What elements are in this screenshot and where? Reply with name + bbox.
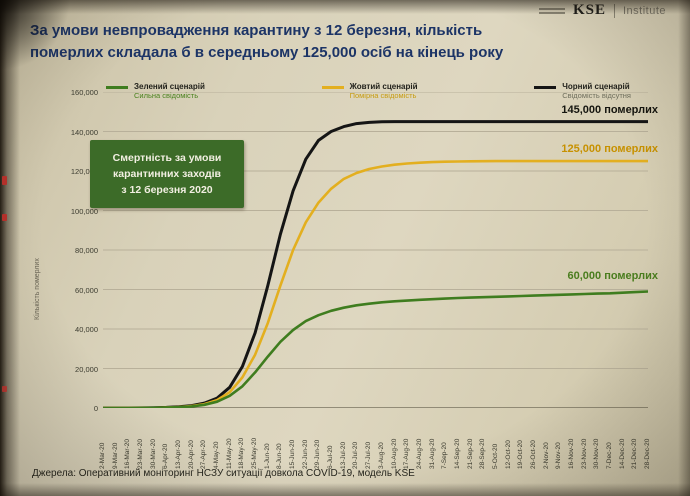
legend-label: Чорний сценарій bbox=[562, 82, 630, 91]
x-tick-label: 10-Aug-20 bbox=[390, 438, 398, 469]
x-tick-label: 6-Jul-20 bbox=[327, 445, 335, 469]
x-tick-label: 27-Apr-20 bbox=[200, 440, 208, 469]
y-tick-label: 0 bbox=[93, 404, 98, 413]
partner-logo bbox=[538, 7, 565, 14]
x-tick-label: 11-May-20 bbox=[225, 438, 233, 469]
x-tick-label: 15-Jun-20 bbox=[289, 439, 297, 469]
chart-legend: Зелений сценарій Сильна свідомість Жовти… bbox=[106, 82, 631, 100]
x-tick-label: 23-Nov-20 bbox=[580, 438, 588, 469]
source-note: Джерела: Оперативний моніторинг НСЗУ сит… bbox=[32, 468, 415, 479]
y-tick-label: 20,000 bbox=[75, 364, 98, 374]
series-end-label-green: 60,000 померлих bbox=[567, 270, 659, 282]
x-tick-label: 28-Dec-20 bbox=[644, 438, 651, 469]
x-tick-label: 24-Aug-20 bbox=[415, 438, 423, 469]
x-tick-label: 6-Apr-20 bbox=[162, 443, 170, 469]
legend-line-swatch-black bbox=[534, 86, 557, 89]
quarantine-annotation: Смертність за умови карантинних заходів … bbox=[90, 140, 244, 208]
legend-sublabel: Свідомість відсутня bbox=[562, 91, 631, 100]
x-tick-label: 23-Mar-20 bbox=[137, 439, 145, 469]
x-tick-label: 3-Aug-20 bbox=[377, 442, 385, 469]
series-end-label-black: 145,000 померлих bbox=[561, 104, 658, 116]
legend-item-black-scenario: Чорний сценарій Свідомість відсутня bbox=[534, 82, 631, 100]
x-tick-label: 14-Sep-20 bbox=[453, 438, 461, 469]
x-tick-label: 2-Mar-20 bbox=[99, 442, 106, 469]
x-tick-label: 25-May-20 bbox=[251, 437, 259, 469]
slide-title-line2: померлих складала б в середньому 125,000… bbox=[30, 44, 504, 61]
legend-sublabel: Сильна свідомість bbox=[134, 91, 199, 100]
x-tick-label: 14-Dec-20 bbox=[618, 438, 626, 469]
kse-institute-label: Institute bbox=[622, 4, 666, 17]
x-tick-label: 12-Oct-20 bbox=[504, 440, 512, 469]
header-logos: KSE Institute bbox=[538, 2, 666, 19]
y-tick-label: 160,000 bbox=[70, 88, 98, 97]
x-tick-label: 21-Sep-20 bbox=[466, 438, 474, 469]
annotation-line2: карантинних заходів bbox=[113, 168, 221, 180]
legend-label: Жовтий сценарій bbox=[349, 82, 418, 91]
x-tick-label: 22-Jun-20 bbox=[301, 439, 309, 469]
x-tick-label: 31-Aug-20 bbox=[428, 438, 436, 469]
x-tick-label: 20-Jul-20 bbox=[352, 441, 360, 469]
photo-artifact-red-mark bbox=[2, 386, 7, 392]
x-tick-label: 1-Jun-20 bbox=[263, 443, 271, 469]
mortality-chart: Зелений сценарій Сильна свідомість Жовти… bbox=[26, 80, 674, 469]
x-tick-label: 19-Oct-20 bbox=[517, 440, 525, 469]
x-tick-label: 16-Nov-20 bbox=[567, 438, 575, 469]
y-tick-label: 40,000 bbox=[75, 325, 98, 334]
slide-title-line1: За умови невпровадження карантину з 12 б… bbox=[30, 22, 483, 39]
x-tick-label: 30-Nov-20 bbox=[593, 438, 601, 469]
legend-sublabel: Помірна свідомість bbox=[349, 91, 417, 100]
logo-divider bbox=[613, 3, 615, 18]
legend-label: Зелений сценарій bbox=[134, 82, 205, 91]
kse-logo: KSE bbox=[572, 2, 606, 18]
x-tick-label: 4-May-20 bbox=[213, 441, 221, 469]
x-tick-label: 17-Aug-20 bbox=[403, 438, 411, 469]
annotation-line1: Смертність за умови bbox=[112, 152, 222, 164]
x-tick-label: 26-Oct-20 bbox=[529, 440, 537, 469]
x-tick-label: 18-May-20 bbox=[238, 437, 246, 469]
annotation-line3: з 12 березня 2020 bbox=[121, 184, 213, 196]
x-tick-label: 20-Apr-20 bbox=[187, 440, 195, 469]
x-tick-label: 9-Mar-20 bbox=[111, 442, 119, 469]
x-tick-label: 29-Jun-20 bbox=[314, 439, 322, 469]
legend-line-swatch-yellow bbox=[321, 86, 344, 89]
legend-item-green-scenario: Зелений сценарій Сильна свідомість bbox=[106, 82, 205, 100]
x-tick-label: 30-Mar-20 bbox=[149, 439, 157, 469]
x-tick-label: 7-Dec-20 bbox=[605, 442, 613, 469]
x-tick-label: 21-Dec-20 bbox=[631, 438, 639, 469]
slide-title: За умови невпровадження карантину з 12 б… bbox=[30, 20, 640, 64]
legend-line-swatch-green bbox=[106, 86, 128, 89]
x-tick-label: 28-Sep-20 bbox=[479, 438, 487, 469]
x-tick-label: 2-Nov-20 bbox=[542, 442, 550, 469]
y-tick-label: 140,000 bbox=[70, 127, 98, 137]
x-tick-label: 13-Jul-20 bbox=[339, 441, 347, 469]
x-tick-label: 27-Jul-20 bbox=[365, 441, 373, 469]
legend-item-yellow-scenario: Жовтий сценарій Помірна свідомість bbox=[321, 82, 418, 100]
x-tick-label: 8-Jun-20 bbox=[276, 443, 284, 469]
x-tick-label: 13-Apr-20 bbox=[175, 440, 183, 469]
y-tick-label: 60,000 bbox=[75, 285, 98, 295]
series-end-label-yellow: 125,000 померлих bbox=[561, 143, 658, 155]
y-axis-title: Кількість померлих bbox=[34, 258, 41, 320]
y-tick-label: 80,000 bbox=[75, 246, 98, 255]
x-tick-label: 5-Oct-20 bbox=[491, 443, 499, 469]
photo-artifact-red-mark bbox=[2, 214, 7, 221]
photo-artifact-red-mark bbox=[2, 176, 7, 185]
x-tick-label: 16-Mar-20 bbox=[124, 439, 132, 469]
x-tick-label: 9-Nov-20 bbox=[555, 442, 563, 469]
x-tick-label: 7-Sep-20 bbox=[441, 442, 449, 469]
